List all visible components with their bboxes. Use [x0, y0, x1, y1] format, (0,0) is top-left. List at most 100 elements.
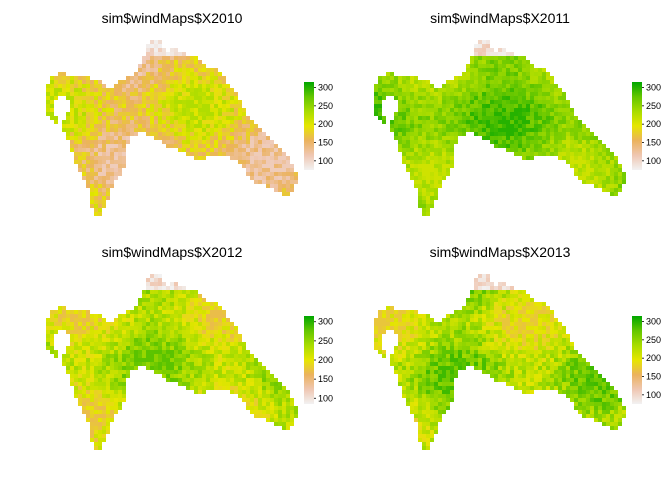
raster-cell	[222, 152, 226, 156]
raster-cell	[114, 346, 118, 350]
raster-cell	[430, 152, 434, 156]
raster-cell	[134, 108, 138, 112]
raster-cell	[94, 200, 98, 204]
raster-cell	[114, 382, 118, 386]
raster-cell	[158, 80, 162, 84]
raster-cell	[234, 386, 238, 390]
raster-cell	[250, 136, 254, 140]
raster-cell	[118, 350, 122, 354]
raster-cell	[198, 338, 202, 342]
raster-cell	[466, 72, 470, 76]
raster-cell	[550, 362, 554, 366]
raster-cell	[158, 120, 162, 124]
raster-cell	[498, 358, 502, 362]
raster-cell	[218, 314, 222, 318]
raster-cell	[426, 414, 430, 418]
raster-cell	[218, 144, 222, 148]
raster-cell	[518, 124, 522, 128]
raster-cell	[598, 410, 602, 414]
raster-cell	[190, 96, 194, 100]
raster-cell	[274, 152, 278, 156]
raster-cell	[566, 386, 570, 390]
raster-cell	[202, 76, 206, 80]
raster-cell	[574, 378, 578, 382]
raster-cell	[430, 406, 434, 410]
raster-cell	[154, 136, 158, 140]
raster-cell	[166, 128, 170, 132]
raster-cell	[182, 374, 186, 378]
raster-cell	[414, 390, 418, 394]
raster-cell	[414, 338, 418, 342]
raster-cell	[498, 314, 502, 318]
raster-cell	[214, 84, 218, 88]
raster-cell	[234, 148, 238, 152]
raster-cell	[214, 362, 218, 366]
raster-cell	[206, 362, 210, 366]
raster-cell	[282, 402, 286, 406]
raster-cell	[422, 120, 426, 124]
raster-cell	[90, 402, 94, 406]
raster-cell	[458, 326, 462, 330]
raster-cell	[446, 144, 450, 148]
raster-cell	[230, 148, 234, 152]
raster-cell	[498, 346, 502, 350]
raster-cell	[294, 414, 298, 418]
raster-cell	[602, 386, 606, 390]
raster-cell	[506, 358, 510, 362]
raster-cell	[430, 128, 434, 132]
raster-cell	[78, 104, 82, 108]
raster-cell	[158, 96, 162, 100]
raster-cell	[158, 310, 162, 314]
raster-cell	[606, 386, 610, 390]
raster-cell	[518, 298, 522, 302]
raster-cell	[602, 410, 606, 414]
raster-cell	[562, 382, 566, 386]
raster-cell	[470, 84, 474, 88]
raster-cell	[126, 318, 130, 322]
raster-cell	[102, 382, 106, 386]
raster-cell	[86, 314, 90, 318]
raster-cell	[558, 108, 562, 112]
raster-cell	[74, 350, 78, 354]
raster-cell	[558, 136, 562, 140]
raster-cell	[562, 358, 566, 362]
raster-cell	[510, 362, 514, 366]
raster-cell	[450, 104, 454, 108]
raster-cell	[586, 140, 590, 144]
raster-cell	[422, 112, 426, 116]
raster-cell	[530, 148, 534, 152]
raster-cell	[542, 76, 546, 80]
raster-cell	[182, 72, 186, 76]
raster-cell	[518, 346, 522, 350]
raster-cell	[614, 398, 618, 402]
raster-cell	[86, 160, 90, 164]
raster-cell	[410, 342, 414, 346]
raster-cell	[562, 104, 566, 108]
raster-cell	[546, 84, 550, 88]
raster-cell	[130, 326, 134, 330]
raster-cell	[46, 100, 50, 104]
raster-cell	[70, 382, 74, 386]
raster-cell	[126, 358, 130, 362]
raster-cell	[170, 88, 174, 92]
raster-cell	[466, 362, 470, 366]
raster-cell	[462, 350, 466, 354]
raster-cell	[486, 302, 490, 306]
raster-cell	[142, 80, 146, 84]
raster-cell	[550, 378, 554, 382]
raster-cell	[154, 286, 158, 290]
raster-cell	[218, 366, 222, 370]
raster-cell	[262, 394, 266, 398]
raster-cell	[50, 346, 54, 350]
raster-cell	[602, 176, 606, 180]
raster-cell	[162, 350, 166, 354]
raster-cell	[74, 366, 78, 370]
raster-cell	[506, 108, 510, 112]
raster-cell	[486, 128, 490, 132]
raster-cell	[490, 282, 494, 286]
raster-cell	[378, 318, 382, 322]
raster-cell	[118, 386, 122, 390]
raster-cell	[78, 314, 82, 318]
raster-cell	[478, 306, 482, 310]
raster-cell	[418, 180, 422, 184]
